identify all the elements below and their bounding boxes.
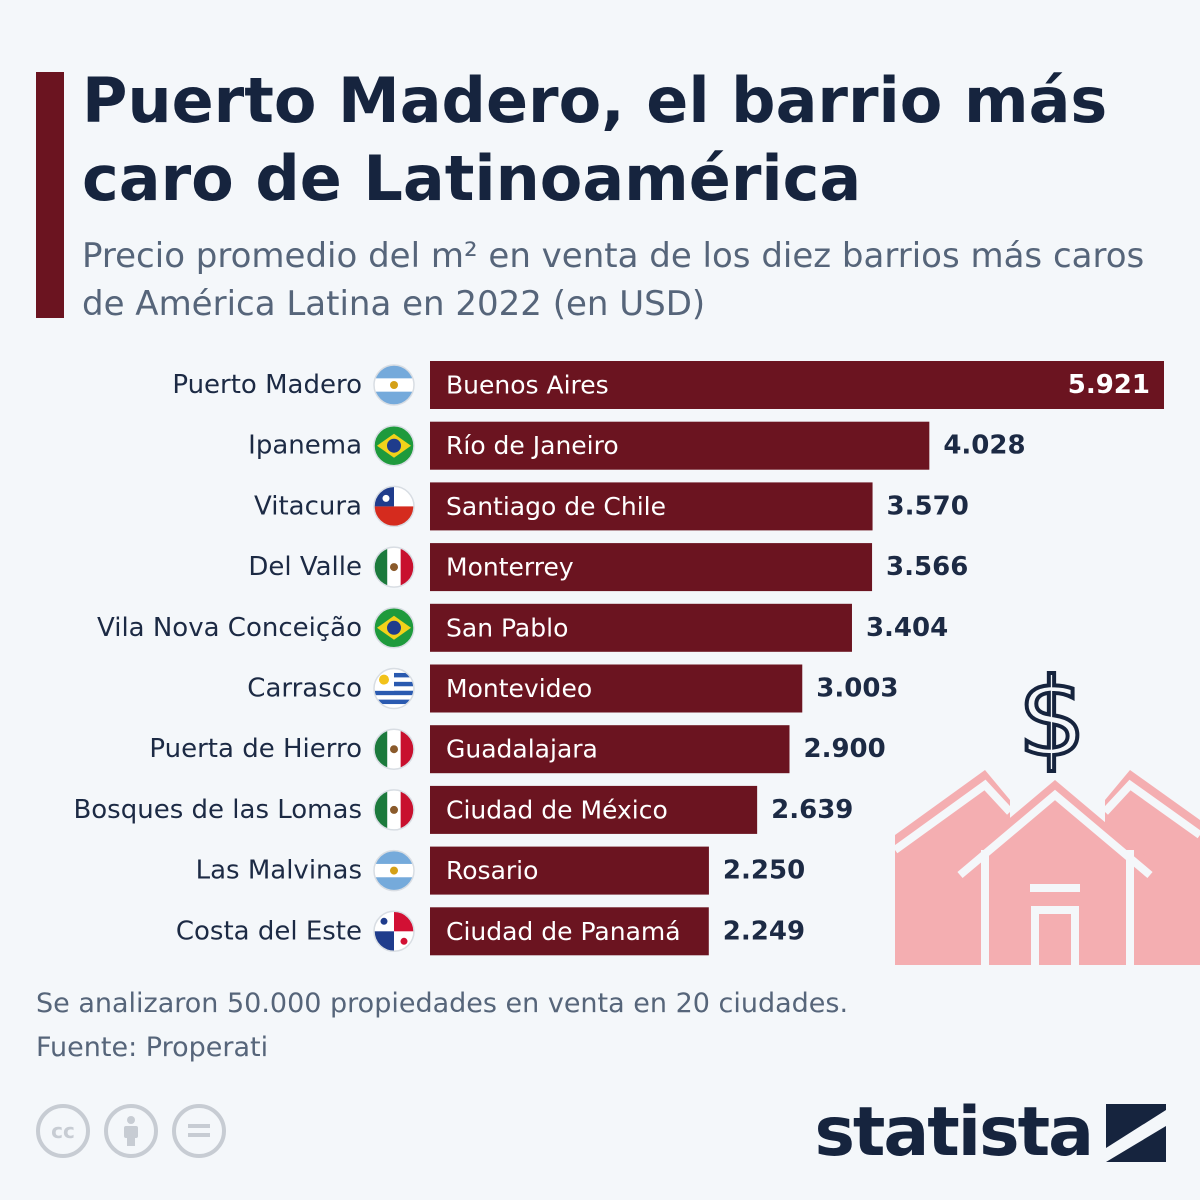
license-icons: cc — [36, 1104, 226, 1158]
bar-city-label: Río de Janeiro — [446, 431, 619, 460]
dollar-icon: $ — [1018, 660, 1087, 781]
chart-subtitle: Precio promedio del m² en venta de los d… — [82, 236, 1145, 324]
cc-label: cc — [51, 1119, 75, 1143]
bar-row: Carrasco Montevideo 3.003 — [247, 664, 899, 713]
data-label: 3.570 — [887, 491, 969, 521]
bar-city-label: Buenos Aires — [446, 371, 609, 400]
argentina-flag — [374, 850, 414, 891]
brazil-flag — [374, 607, 414, 648]
footnote: Se analizaron 50.000 propiedades en vent… — [36, 988, 849, 1019]
logo-mark-icon — [1106, 1104, 1166, 1162]
bar-row: Vitacura Santiago de Chile 3.570 — [254, 482, 969, 531]
bar — [430, 664, 803, 713]
bar-city-label: Santiago de Chile — [446, 492, 666, 521]
bar-row: Ipanema Río de Janeiro 4.028 — [248, 421, 1026, 470]
title-accent-bar — [36, 72, 64, 318]
category-label: Bosques de las Lomas — [73, 795, 362, 825]
category-label: Carrasco — [247, 674, 362, 704]
category-label: Del Valle — [248, 552, 362, 582]
panama-flag — [374, 911, 414, 952]
bar — [430, 482, 873, 531]
bar-city-label: Montevideo — [446, 674, 592, 703]
bar-city-label: Ciudad de México — [446, 795, 668, 824]
bar-row: Del Valle Monterrey 3.566 — [248, 543, 968, 592]
bar — [430, 846, 709, 895]
data-label: 3.566 — [886, 552, 968, 582]
bar-chart: Puerto Madero Buenos Aires 5.921 Ipanema Río… — [73, 361, 1164, 956]
bar-row: Costa del Este Ciudad de Panamá 2.249 — [176, 907, 805, 956]
logo-text: statista — [814, 1093, 1094, 1172]
cc-icon[interactable]: cc — [36, 1104, 90, 1158]
attribution-icon[interactable] — [104, 1104, 158, 1158]
category-label: Vitacura — [254, 491, 362, 521]
bar — [430, 907, 709, 956]
bar-city-label: San Pablo — [446, 613, 568, 642]
uruguay-flag — [374, 668, 414, 709]
data-label: 2.639 — [771, 795, 853, 825]
category-label: Vila Nova Conceição — [97, 613, 362, 643]
chart-title: Puerto Madero, el barrio más caro de Lat… — [82, 64, 1108, 215]
bar-row: Vila Nova Conceição San Pablo 3.404 — [97, 603, 948, 652]
bar-row: Bosques de las Lomas Ciudad de México 2.63… — [73, 785, 853, 834]
category-label: Puerta de Hierro — [149, 734, 362, 764]
source-note: Fuente: Properati — [36, 1032, 269, 1063]
bar-city-label: Guadalajara — [446, 735, 598, 764]
bar-city-label: Rosario — [446, 856, 538, 885]
bar-row: Puerto Madero Buenos Aires 5.921 — [172, 361, 1164, 409]
bar — [430, 725, 790, 774]
house-dollar-icon: $ — [892, 660, 1200, 965]
statista-logo[interactable]: statista — [814, 1098, 1166, 1168]
category-label: Ipanema — [248, 431, 362, 461]
data-label: 4.028 — [943, 431, 1025, 461]
bar — [430, 603, 852, 652]
data-label: 3.003 — [816, 674, 898, 704]
bar-row: Las Malvinas Rosario 2.250 — [196, 846, 805, 895]
bar-city-label: Ciudad de Panamá — [446, 917, 681, 946]
no-derivatives-icon[interactable] — [172, 1104, 226, 1158]
brazil-flag — [374, 425, 414, 466]
category-label: Las Malvinas — [196, 856, 362, 886]
data-label: 3.404 — [866, 613, 948, 643]
bar — [430, 421, 930, 470]
data-label: 5.921 — [1068, 370, 1150, 400]
data-label: 2.900 — [804, 734, 886, 764]
bar-city-label: Monterrey — [446, 553, 574, 582]
bar — [430, 785, 758, 834]
category-label: Costa del Este — [176, 916, 362, 946]
category-label: Puerto Madero — [172, 370, 362, 400]
data-label: 2.250 — [723, 856, 805, 886]
bar — [430, 361, 1164, 409]
bar — [430, 543, 873, 592]
data-label: 2.249 — [723, 916, 805, 946]
bar-row: Puerta de Hierro Guadalajara 2.900 — [149, 725, 886, 774]
